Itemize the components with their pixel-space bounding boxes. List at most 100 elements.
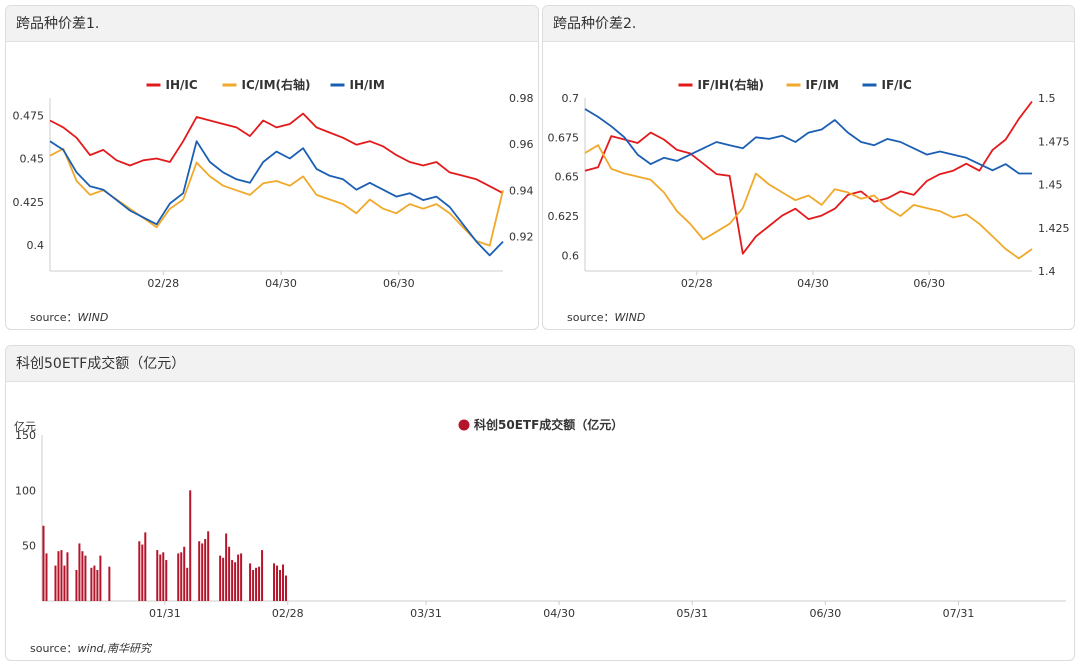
- bar: [255, 567, 258, 601]
- y-tick-label-right: 0.94: [509, 184, 534, 197]
- y-unit-label: 亿元: [14, 420, 36, 433]
- y-tick-label-left: 0.45: [20, 153, 45, 166]
- panel-spread-1: 跨品种价差1. 0.475 0.45 0.425 0.4 0.98 0.96 0.94 0.9…: [5, 5, 539, 330]
- source-note: source：WIND: [567, 311, 646, 324]
- bar: [96, 570, 99, 601]
- y-tick-label-right: 1.475: [1038, 135, 1070, 148]
- legend-label: 科创50ETF成交额（亿元）: [474, 417, 623, 432]
- bar: [237, 554, 240, 601]
- x-tick-label: 02/28: [681, 277, 713, 290]
- bar: [228, 546, 231, 601]
- x-tick-label: 05/31: [676, 607, 708, 620]
- legend-swatch: [458, 419, 470, 431]
- bar: [93, 565, 96, 601]
- y-tick-label-left: 0.425: [13, 196, 45, 209]
- y-tick-label-right: 1.5: [1038, 92, 1056, 105]
- bar: [45, 553, 48, 601]
- y-tick-label-left: 0.675: [548, 131, 580, 144]
- bar: [141, 544, 144, 601]
- x-tick-label: 06/30: [913, 277, 945, 290]
- bar: [261, 550, 264, 601]
- legend-label: IH/IC: [166, 78, 198, 92]
- y-tick-label: 50: [22, 540, 36, 553]
- legend-label: IF/IM: [806, 78, 839, 92]
- bar: [258, 566, 261, 601]
- bar: [249, 563, 252, 601]
- y-tick-label: 150: [15, 429, 36, 442]
- bar: [108, 566, 111, 601]
- bar: [225, 533, 228, 601]
- x-tick-label: 04/30: [797, 277, 829, 290]
- y-tick-label: 100: [15, 484, 36, 497]
- bar: [279, 570, 282, 601]
- bar: [219, 555, 222, 601]
- bar: [159, 554, 162, 601]
- x-tick-label: 06/30: [383, 277, 415, 290]
- panel-title: 科创50ETF成交额（亿元）: [6, 346, 1074, 382]
- bar: [60, 550, 63, 601]
- bar: [234, 562, 237, 601]
- y-tick-label-left: 0.7: [562, 92, 580, 105]
- legend-label: IH/IM: [350, 78, 385, 92]
- y-tick-label-right: 1.45: [1038, 179, 1063, 192]
- panel-spread-2: 跨品种价差2. 0.7 0.675 0.65 0.625 0.6 1.5 1.475 1.45…: [542, 5, 1075, 330]
- legend-label: IF/IH(右轴): [698, 77, 765, 92]
- panel-title: 跨品种价差2.: [543, 6, 1074, 42]
- bar: [252, 570, 255, 601]
- bar: [285, 575, 288, 601]
- x-tick-label: 06/30: [810, 607, 842, 620]
- bar: [57, 551, 60, 601]
- series-line-1: [49, 112, 504, 194]
- line-chart-spread-1: 0.475 0.45 0.425 0.4 0.98 0.96 0.94 0.92 02/28 04…: [13, 77, 534, 290]
- y-tick-label-right: 0.92: [509, 230, 534, 243]
- x-tick-label: 04/30: [265, 277, 297, 290]
- y-tick-label-right: 0.96: [509, 138, 534, 151]
- y-tick-label-left: 0.6: [562, 249, 580, 262]
- bar: [273, 563, 276, 601]
- bar: [207, 531, 210, 601]
- bar: [162, 552, 165, 601]
- bar: [204, 539, 207, 601]
- bar: [144, 532, 147, 601]
- bar: [177, 553, 180, 601]
- x-tick-label: 03/31: [410, 607, 442, 620]
- bar: [78, 543, 81, 601]
- bar: [99, 555, 102, 601]
- bar: [84, 555, 87, 601]
- y-tick-label-left: 0.65: [555, 171, 580, 184]
- bar: [63, 565, 66, 601]
- series-line-2: [49, 147, 504, 247]
- y-tick-label-right: 1.4: [1038, 265, 1056, 278]
- x-tick-label: 02/28: [272, 607, 304, 620]
- series-line-3: [49, 140, 504, 257]
- bar: [165, 560, 168, 601]
- bar: [240, 553, 243, 601]
- x-tick-label: 01/31: [149, 607, 181, 620]
- bar: [222, 557, 225, 601]
- series-line-1: [584, 100, 1033, 255]
- y-tick-label-right: 0.98: [509, 92, 534, 105]
- bar: [201, 543, 204, 601]
- bar: [183, 546, 186, 601]
- y-tick-label-left: 0.4: [27, 239, 45, 252]
- legend-label: IC/IM(右轴): [242, 77, 311, 92]
- bar: [54, 565, 57, 601]
- bar: [189, 490, 192, 601]
- bar: [66, 552, 69, 601]
- line-chart-spread-2: 0.7 0.675 0.65 0.625 0.6 1.5 1.475 1.45 1.425 1.4…: [548, 77, 1070, 290]
- series-line-2: [584, 144, 1033, 260]
- y-tick-label-right: 1.425: [1038, 222, 1070, 235]
- bar: [42, 525, 45, 601]
- bar: [186, 567, 189, 601]
- x-tick-label: 04/30: [543, 607, 575, 620]
- bar: [231, 560, 234, 601]
- panel-title: 跨品种价差1.: [6, 6, 538, 42]
- source-note: source：wind,南华研究: [30, 642, 152, 655]
- bar: [75, 570, 78, 601]
- y-tick-label-left: 0.625: [548, 210, 580, 223]
- panel-etf-turnover: 科创50ETF成交额（亿元） 亿元 150 100 50 01/31 02/28 03/31…: [5, 345, 1075, 661]
- bar: [156, 550, 159, 601]
- series-line-3: [584, 108, 1032, 175]
- x-tick-label: 02/28: [147, 277, 179, 290]
